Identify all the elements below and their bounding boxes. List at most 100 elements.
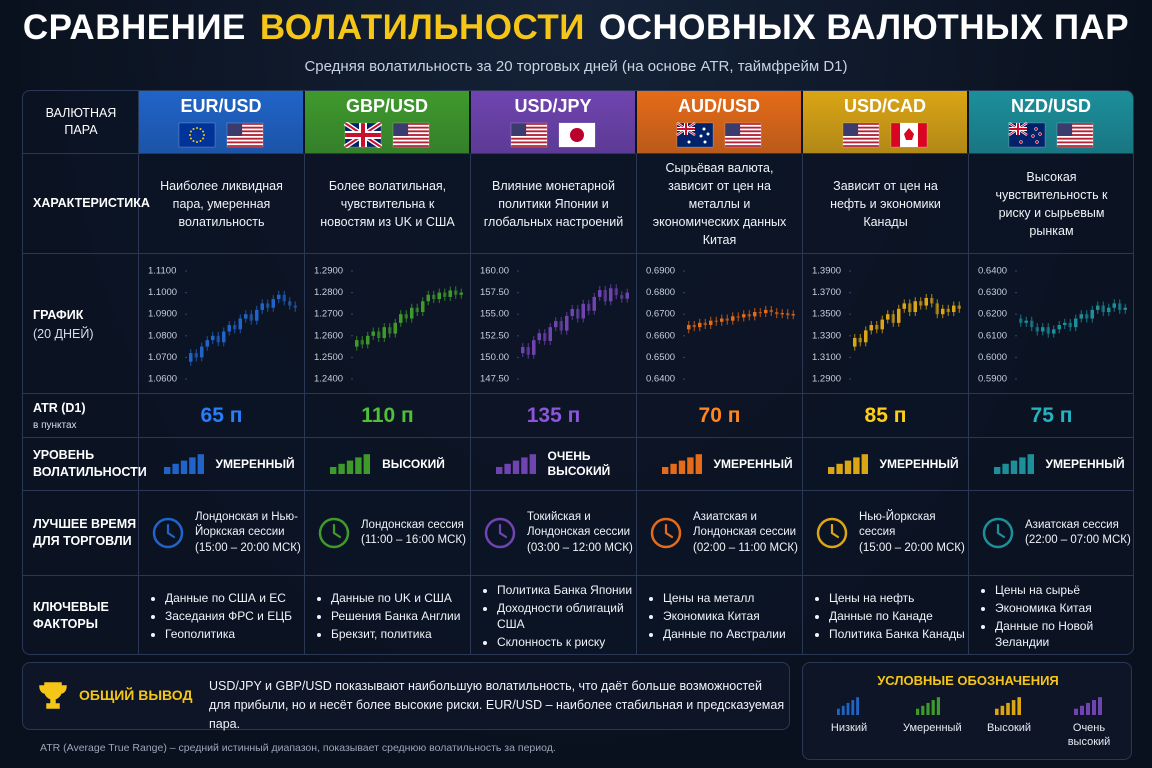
- time-text: Токийская и Лондонская сессии (03:00 – 12…: [527, 510, 635, 557]
- candle: [398, 313, 403, 323]
- candle: [879, 319, 884, 329]
- chart-cell: 147.50 150.00 152.50 155.00 157.50 160.00: [471, 254, 637, 394]
- title: СРАВНЕНИЕ ВОЛАТИЛЬНОСТИ ОСНОВНЫХ ВАЛЮТНЫХ …: [0, 8, 1152, 48]
- candle: [232, 324, 237, 329]
- pair-header: NZD/USD: [969, 91, 1133, 154]
- time-cell: Азиатская сессия (22:00 – 07:00 МСК): [969, 491, 1133, 576]
- clock-hands: [498, 523, 508, 539]
- flag-part: [1034, 127, 1038, 131]
- candle: [1100, 305, 1105, 312]
- factors-cell: Данные по США и ЕС Заседания ФРС и ЕЦБ Гео…: [139, 576, 305, 654]
- candle: [376, 330, 381, 338]
- candle: [431, 294, 436, 299]
- y-tick-label: 1.1100: [148, 265, 176, 276]
- candle: [774, 311, 779, 314]
- candle: [719, 318, 724, 322]
- level-cell: ВЫСОКИЙ: [305, 438, 471, 491]
- flag-part: [511, 130, 547, 133]
- level-bar: [936, 697, 940, 715]
- level-bar: [995, 708, 999, 715]
- atr-value: 70 п: [698, 403, 741, 427]
- candle: [215, 335, 220, 342]
- description: Более волатильная, чувствительна к новос…: [320, 178, 455, 229]
- candle: [193, 352, 198, 357]
- factor: Брекзит, политика: [331, 626, 470, 642]
- time-text: Азиатская сессия (22:00 – 07:00 МСК): [1025, 518, 1133, 549]
- row-label-note: (20 ДНЕЙ): [33, 326, 94, 341]
- candle: [436, 292, 441, 299]
- title-part: ВОЛАТИЛЬНОСТИ: [259, 8, 585, 47]
- candle: [359, 339, 364, 344]
- factors-list: Цены на сырьё Экономика Китая Данные по Но…: [981, 580, 1133, 652]
- candle: [564, 315, 569, 331]
- candle: [354, 339, 359, 347]
- candle: [547, 326, 552, 341]
- candle: [420, 300, 425, 312]
- time-text: Нью-Йоркская сессия (15:00 – 20:00 МСК): [859, 510, 967, 557]
- y-tick-label: 147.50: [480, 373, 509, 384]
- candle: [697, 322, 702, 327]
- level-bar: [1092, 700, 1096, 715]
- candle: [525, 346, 530, 355]
- candle: [403, 313, 408, 319]
- pair-name: GBP/USD: [345, 96, 428, 116]
- factors-cell: Цены на сырьё Экономика Китая Данные по Но…: [969, 576, 1133, 654]
- candle: [226, 324, 231, 331]
- flag-part: [843, 130, 879, 133]
- candle: [1106, 307, 1111, 312]
- candle: [414, 307, 419, 312]
- flag-part: [227, 130, 263, 133]
- level-bar: [1080, 705, 1084, 715]
- legend-label: Очень высокий: [1067, 722, 1111, 748]
- factors-list: Политика Банка Японии Доходности облигаци…: [483, 580, 636, 652]
- flag-part: [511, 137, 547, 140]
- clock-hands: [664, 523, 674, 539]
- flag-part: [511, 134, 547, 136]
- factor: Данные по Канаде: [829, 608, 968, 624]
- flag-part: [687, 140, 691, 144]
- clock-icon: [816, 517, 848, 549]
- flag-part: [1057, 145, 1093, 147]
- level-bar: [837, 708, 840, 715]
- level-bar: [695, 454, 702, 474]
- level-icon: [827, 454, 868, 474]
- candle: [746, 313, 751, 316]
- flag-part: [699, 134, 703, 138]
- time-cell: Нью-Йоркская сессия (15:00 – 20:00 МСК): [803, 491, 969, 576]
- trophy: [39, 682, 67, 709]
- flag-part: [570, 128, 584, 142]
- level-bar: [1027, 454, 1034, 474]
- y-tick-label: 150.00: [480, 351, 509, 362]
- factors-cell: Политика Банка Японии Доходности облигаци…: [471, 576, 637, 654]
- clock-icon: [484, 517, 516, 549]
- flag-part: [392, 122, 430, 148]
- candle: [221, 330, 226, 342]
- flag-part: [843, 141, 879, 144]
- description: Влияние монетарной политики Японии и гло…: [483, 178, 624, 229]
- y-tick-label: 1.2500: [314, 351, 343, 362]
- level-bar: [1006, 702, 1010, 715]
- flag-part: [511, 141, 547, 144]
- level-bar: [529, 454, 536, 474]
- flag-part: [703, 140, 707, 144]
- flag-part: [196, 141, 198, 143]
- candle: [569, 308, 574, 316]
- y-tick-label: 1.2600: [314, 330, 343, 341]
- candle: [752, 311, 757, 316]
- flag-part: [702, 127, 706, 131]
- row-label-cell: ВАЛЮТНАЯ ПАРА: [23, 91, 139, 154]
- level-bar: [1001, 463, 1009, 474]
- flag-part: [393, 130, 429, 133]
- clock-hands: [996, 523, 1006, 539]
- level-bar: [197, 454, 204, 474]
- atr-cell: 75 п: [969, 394, 1133, 438]
- candle: [713, 320, 718, 322]
- description: Сырьёвая валюта, зависит от цен на метал…: [652, 160, 787, 247]
- candle: [724, 318, 729, 321]
- candle: [779, 312, 784, 314]
- flag-part: [179, 123, 215, 147]
- description: Высокая чувствительность к риску и сырье…: [995, 169, 1108, 238]
- legend-label: Высокий: [986, 722, 1032, 734]
- candle: [553, 320, 558, 327]
